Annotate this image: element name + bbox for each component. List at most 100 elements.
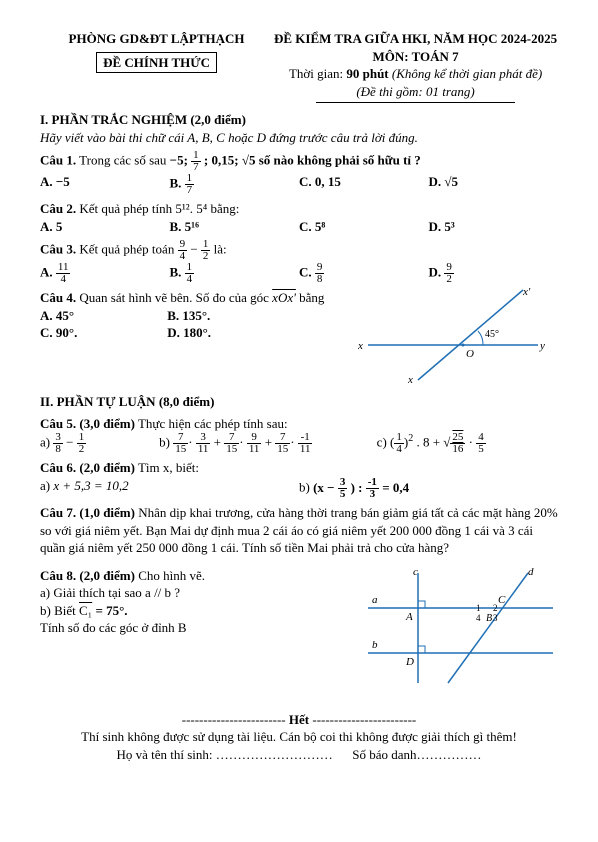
q8-la: a (372, 594, 378, 606)
q5b-3: 715 (224, 432, 239, 455)
q8-lA: A (405, 611, 413, 623)
q5b4d: 11 (247, 444, 262, 455)
q8-lB: B (486, 613, 492, 624)
q4-row: Câu 4. Quan sát hình vẽ bên. Số đo của g… (40, 285, 558, 385)
sec2-title: II. PHẦN TỰ LUẬN (8,0 điểm) (40, 393, 558, 411)
q5: Câu 5. (3,0 điểm) Thực hiện các phép tín… (40, 415, 558, 433)
q5c-sqd: 16 (450, 444, 465, 455)
official-box: ĐỀ CHÍNH THỨC (96, 52, 217, 74)
end-word: Hết (289, 712, 309, 727)
q5-c: c) (14)2 . 8 + √2516 · 45 (377, 432, 558, 455)
q8-lb: b (372, 639, 378, 651)
q8-n1: 1 (476, 603, 481, 613)
q4-y: y (539, 340, 545, 352)
q3-Cd: 8 (315, 274, 325, 285)
footer-l2b: Số báo danh…………… (352, 747, 481, 762)
q5c-last: 45 (476, 432, 486, 455)
q5b-6: -111 (298, 432, 313, 455)
q8-n2: 2 (493, 603, 498, 613)
q3-A: A. 114 (40, 262, 170, 285)
q8b-pre: b) Biết (40, 603, 79, 618)
q4-left: Câu 4. Quan sát hình vẽ bên. Số đo của g… (40, 285, 358, 385)
q3-Ad: 4 (56, 274, 71, 285)
q3-Bd: 4 (185, 274, 195, 285)
q6-label: Câu 6. (2,0 điểm) (40, 460, 135, 475)
q6-b: b) (x − 35 ) : -13 = 0,4 (299, 477, 558, 500)
q6-b-eq: (x − 35 ) : -13 = 0,4 (313, 480, 409, 495)
footer: ------------------------ Hết -----------… (40, 711, 558, 764)
section-2: II. PHẦN TỰ LUẬN (8,0 điểm) Câu 5. (3,0 … (40, 393, 558, 692)
q8-svg: a b c d A D C B 1 2 3 4 (358, 563, 558, 693)
q6b2d: 3 (366, 489, 379, 500)
q4-B-val: 135°. (182, 308, 210, 323)
q3-f1d: 4 (178, 251, 188, 262)
footer-line2: Họ và tên thí sinh: ……………………… Số báo dan… (40, 746, 558, 764)
q5b1d: 15 (173, 444, 188, 455)
q1-text-b: ; 0,15; √5 số nào không phải số hữu tỉ ? (204, 153, 421, 168)
q1-B: B. 17 (170, 173, 300, 196)
q2-label: Câu 2. (40, 201, 76, 216)
q5-text: Thực hiện các phép tính sau: (138, 416, 288, 431)
header-left: PHÒNG GD&ĐT LẬPTHẠCH ĐỀ CHÍNH THỨC (40, 30, 273, 103)
q2-B: B. 5¹⁶ (170, 218, 300, 236)
time-note: (Không kể thời gian phát đề) (392, 66, 542, 81)
q4-B: B. 135°. (167, 307, 294, 325)
q6b-f2: -13 (366, 477, 379, 500)
q5b-4: 911 (247, 432, 262, 455)
q1-opts: A. −5 B. 17 C. 0, 15 D. √5 (40, 173, 558, 196)
q5-parts: a) 38 − 12 b) 715· 311 + 715· 911 + 715·… (40, 432, 558, 455)
q1-list: −5; (170, 153, 192, 168)
q4-diagram: 45° O y x x' x (358, 285, 558, 385)
q2-text: Kết quả phép tính 5¹². 5⁴ bằng: (79, 201, 239, 216)
q8-n4: 4 (476, 613, 481, 623)
q3-C: C. 98 (299, 262, 429, 285)
q1: Câu 1. Trong các số sau −5; 17 ; 0,15; √… (40, 150, 558, 173)
exam-title: ĐỀ KIỂM TRA GIỮA HKI, NĂM HỌC 2024-2025 (273, 30, 558, 48)
header-underline (316, 102, 515, 103)
exam-time: Thời gian: 90 phút (Không kể thời gian p… (273, 65, 558, 83)
q8-text: Cho hình vẽ. (138, 568, 205, 583)
q6: Câu 6. (2,0 điểm) Tìm x, biết: (40, 459, 558, 477)
q1-Bd: 7 (185, 185, 195, 196)
q3-f2: 12 (201, 239, 211, 262)
q3-B-frac: 14 (185, 262, 195, 285)
q3-D: D. 92 (429, 262, 559, 285)
q5b3d: 15 (224, 444, 239, 455)
q4-xb: x (407, 374, 413, 385)
q8-b: b) Biết C₁ = 75°. (40, 602, 358, 620)
q5b2d: 11 (196, 444, 211, 455)
q4-label: Câu 4. (40, 290, 76, 305)
q4-deg: 45° (485, 329, 499, 340)
q2: Câu 2. Kết quả phép tính 5¹². 5⁴ bằng: (40, 200, 558, 218)
exam-subject: MÔN: TOÁN 7 (273, 48, 558, 66)
time-prefix: Thời gian: (289, 66, 346, 81)
q2-C-val: 5⁸ (315, 219, 325, 234)
q2-A: A. 5 (40, 218, 170, 236)
q8-ld: d (528, 566, 534, 578)
section-1: I. PHẦN TRẮC NGHIỆM (2,0 điểm) Hãy viết … (40, 111, 558, 385)
q3: Câu 3. Kết quả phép toán 94 − 12 là: (40, 239, 558, 262)
q6b-post: = 0,4 (382, 480, 409, 495)
q8b-ang: C₁ (79, 603, 92, 618)
q8b-eq: = 75°. (95, 603, 127, 618)
q5b6d: 11 (298, 444, 313, 455)
q5c-base: 14 (394, 432, 404, 455)
q4-angle: xOx' (272, 290, 296, 305)
q7: Câu 7. (1,0 điểm) Nhân dịp khai trương, … (40, 504, 558, 557)
q6b-f1: 35 (338, 477, 348, 500)
sec1-instr: Hãy viết vào bài thi chữ cái A, B, C hoặ… (40, 129, 558, 147)
q4-svg: 45° O y x x' x (358, 285, 548, 385)
q4-A: A. 45° (40, 307, 167, 325)
q1-C-val: 0, 15 (315, 174, 341, 189)
q5a-f2: 12 (77, 432, 87, 455)
q5b-5: 715 (275, 432, 290, 455)
q6-parts: a) x + 5,3 = 10,2 b) (x − 35 ) : -13 = 0… (40, 477, 558, 500)
q8-c: Tính số đo các góc ở đỉnh B (40, 619, 358, 637)
q4-A-val: 45° (56, 308, 74, 323)
q1-D: D. √5 (429, 173, 559, 196)
q8-label: Câu 8. (2,0 điểm) (40, 568, 135, 583)
q5-b: b) 715· 311 + 715· 911 + 715· -111 (159, 432, 377, 455)
end-line: ------------------------ Hết -----------… (40, 711, 558, 729)
q4-opts: A. 45° B. 135°. C. 90°. D. 180°. (40, 307, 294, 342)
dept-name: PHÒNG GD&ĐT LẬPTHẠCH (40, 30, 273, 48)
